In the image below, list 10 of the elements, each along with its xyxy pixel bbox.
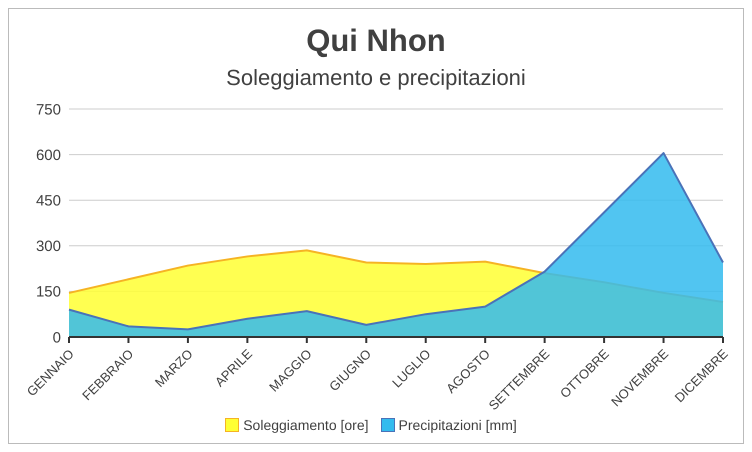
- legend-label: Soleggiamento [ore]: [242, 417, 369, 433]
- chart-subtitle: Soleggiamento e precipitazioni: [225, 65, 527, 92]
- y-tick-label: 750: [36, 101, 61, 118]
- y-tick-label: 300: [36, 238, 61, 256]
- y-tick-label: 0: [52, 329, 61, 346]
- legend-label: Precipitazioni [mm]: [398, 417, 517, 433]
- chart-title: Qui Nhon: [305, 23, 447, 59]
- y-tick-label: 600: [36, 146, 61, 164]
- y-tick-label: 150: [36, 284, 61, 301]
- y-tick-label: 450: [36, 192, 61, 210]
